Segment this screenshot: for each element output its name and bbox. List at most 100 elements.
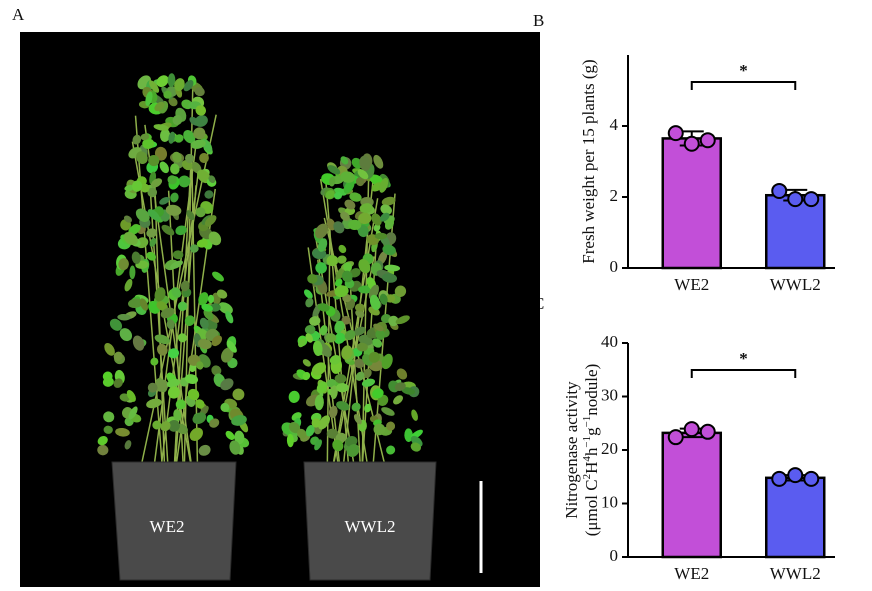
leaf (156, 301, 168, 311)
leaf (168, 348, 180, 359)
leaf (317, 238, 328, 252)
leaf (146, 398, 162, 409)
leaf (140, 183, 150, 193)
leaf (314, 439, 322, 451)
leaf (316, 381, 328, 394)
leaf (204, 190, 214, 199)
leaf (131, 251, 141, 265)
leaf (128, 224, 141, 235)
data-point (683, 421, 700, 438)
leaf (170, 260, 183, 270)
bar (661, 431, 722, 559)
leaf (318, 415, 331, 430)
leaf (361, 378, 376, 387)
leaf (343, 262, 352, 273)
leaf (132, 335, 145, 351)
leaf (128, 298, 143, 309)
panel-label: B (533, 11, 544, 30)
data-point (699, 423, 716, 440)
leaf (198, 444, 211, 456)
leaf (168, 419, 180, 432)
leaf (326, 255, 339, 267)
leaf (172, 151, 182, 163)
leaf (373, 223, 381, 232)
x-tick-label: WE2 (674, 564, 709, 583)
leaf (115, 427, 130, 437)
leaf (372, 388, 384, 399)
data-point (683, 135, 700, 152)
leaf (216, 289, 228, 299)
leaf (358, 258, 371, 274)
leaf (104, 342, 115, 356)
leaf (231, 415, 247, 426)
leaf (218, 302, 233, 315)
leaf (379, 177, 389, 193)
bar (765, 193, 826, 270)
y-axis-label-part: h (582, 447, 601, 456)
leaf (354, 303, 365, 312)
leaf (333, 192, 343, 200)
leaf (198, 292, 209, 306)
leaf (344, 329, 356, 341)
leaf (103, 411, 115, 423)
leaf (404, 428, 413, 442)
leaf (153, 124, 169, 131)
leaf (382, 273, 398, 283)
y-tick-label: 4 (610, 115, 619, 134)
plants (97, 73, 423, 463)
leaf (384, 264, 401, 272)
leaf (373, 323, 384, 332)
data-point (667, 429, 684, 446)
leaf (344, 199, 356, 210)
y-axis-label: Nitrogenase activity (562, 381, 581, 519)
leaf (317, 303, 330, 312)
y-tick-label: 20 (601, 439, 618, 458)
leaf (337, 255, 347, 264)
leaf (131, 180, 143, 192)
leaf (150, 178, 163, 188)
leaf (312, 340, 323, 356)
leaf (208, 231, 222, 246)
leaf (172, 114, 183, 126)
leaf (177, 301, 188, 312)
x-tick-label: WWL2 (770, 275, 821, 294)
leaf (149, 80, 160, 93)
leaf (341, 345, 353, 360)
leaf (379, 293, 388, 305)
y-axis-label-part: H (582, 462, 601, 474)
leaf (170, 192, 179, 203)
leaf (117, 313, 131, 321)
leaf (204, 215, 217, 227)
leaf (180, 280, 190, 292)
leaf (152, 420, 162, 430)
leaf (165, 204, 182, 216)
leaf (410, 442, 422, 452)
leaf (207, 294, 215, 304)
leaf (381, 407, 395, 416)
data-point (787, 191, 804, 208)
data-point (787, 467, 804, 484)
leaf (124, 184, 135, 192)
leaf (160, 421, 171, 432)
leaf (225, 430, 235, 440)
leaf (159, 128, 171, 142)
leaf (197, 169, 211, 184)
leaf (401, 387, 416, 395)
leaf (234, 430, 245, 445)
leaf (212, 271, 224, 282)
leaf (190, 139, 206, 149)
leaf (394, 285, 407, 298)
data-point (771, 470, 788, 487)
leaf (359, 155, 371, 172)
leaf (384, 218, 395, 230)
leaf (129, 265, 136, 280)
leaf (186, 210, 195, 221)
y-axis-label-part: (μmol C (582, 479, 601, 536)
panel-label: A (12, 5, 25, 24)
leaf (382, 244, 396, 256)
leaf (351, 402, 361, 412)
leaf (146, 251, 156, 261)
leaf (161, 224, 175, 236)
leaf (225, 311, 234, 324)
leaf (326, 428, 339, 439)
